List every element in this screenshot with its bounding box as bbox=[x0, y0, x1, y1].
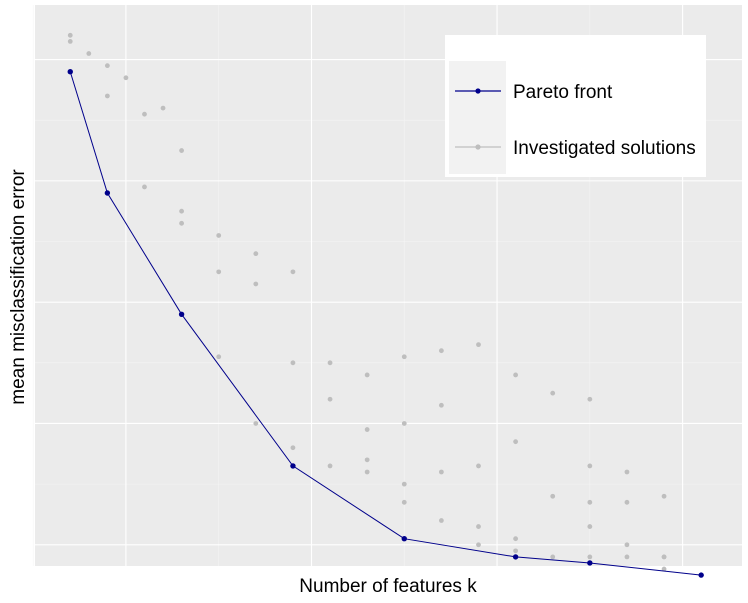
investigated-point bbox=[476, 463, 481, 469]
investigated-point bbox=[401, 421, 407, 426]
investigated-point bbox=[364, 427, 370, 432]
investigated-point bbox=[661, 566, 667, 572]
investigated-point bbox=[513, 548, 519, 554]
legend-key-pareto-point bbox=[475, 88, 481, 94]
pareto-point bbox=[401, 536, 407, 542]
investigated-point bbox=[550, 390, 556, 396]
investigated-point bbox=[253, 421, 259, 426]
investigated-point bbox=[327, 396, 333, 402]
legend-label-investigated: Investigated solutions bbox=[513, 138, 696, 159]
pareto-front-points bbox=[67, 69, 704, 578]
investigated-point bbox=[476, 524, 481, 529]
pareto-point bbox=[698, 572, 704, 578]
investigated-point bbox=[438, 469, 444, 475]
investigated-point bbox=[476, 542, 481, 548]
investigated-point bbox=[401, 499, 407, 505]
investigated-point bbox=[364, 372, 370, 378]
investigated-point bbox=[624, 554, 630, 560]
investigated-point bbox=[160, 105, 166, 111]
investigated-point bbox=[587, 524, 593, 529]
investigated-point bbox=[104, 93, 110, 99]
pareto-point bbox=[104, 190, 111, 196]
pareto-point bbox=[67, 69, 73, 75]
investigated-point bbox=[513, 536, 519, 542]
pareto-front-line-group bbox=[69, 71, 702, 576]
investigated-point bbox=[624, 469, 630, 475]
investigated-point bbox=[67, 38, 73, 44]
investigated-point bbox=[476, 342, 481, 348]
investigated-point bbox=[624, 499, 630, 505]
investigated-point bbox=[364, 469, 370, 475]
investigated-point bbox=[327, 463, 333, 469]
legend-label-pareto: Pareto front bbox=[513, 82, 613, 103]
investigated-point bbox=[513, 372, 519, 378]
investigated-point bbox=[364, 457, 370, 463]
investigated-point bbox=[179, 148, 184, 153]
pareto-point bbox=[587, 560, 593, 566]
investigated-point bbox=[661, 493, 667, 499]
y-axis-title: mean misclassification error bbox=[8, 169, 29, 405]
investigated-point bbox=[587, 463, 593, 469]
investigated-point bbox=[438, 402, 444, 408]
investigated-point bbox=[216, 233, 222, 238]
investigated-point bbox=[67, 32, 73, 38]
investigated-point bbox=[550, 493, 556, 499]
investigated-point bbox=[624, 542, 630, 548]
investigated-point bbox=[142, 184, 147, 190]
investigated-point bbox=[290, 269, 296, 275]
investigated-point bbox=[290, 445, 296, 451]
pareto-point bbox=[512, 554, 519, 560]
investigated-point bbox=[86, 51, 92, 56]
investigated-point bbox=[327, 360, 333, 366]
investigated-point bbox=[513, 439, 519, 445]
investigated-point bbox=[290, 360, 296, 366]
investigated-point bbox=[401, 354, 407, 360]
legend: Pareto front Investigated solutions bbox=[445, 35, 706, 177]
investigated-point bbox=[253, 251, 259, 257]
investigated-point bbox=[661, 554, 667, 560]
investigated-point bbox=[587, 396, 593, 402]
investigated-point bbox=[216, 354, 222, 360]
investigated-point bbox=[438, 348, 444, 354]
investigated-point bbox=[253, 281, 259, 287]
investigated-point bbox=[401, 481, 407, 487]
investigated-point bbox=[216, 269, 222, 275]
investigated-points bbox=[67, 32, 667, 572]
legend-key-background bbox=[449, 61, 506, 174]
investigated-point bbox=[104, 63, 110, 69]
legend-key-investigated-point bbox=[475, 144, 481, 150]
investigated-point bbox=[587, 499, 593, 505]
investigated-point bbox=[142, 111, 147, 117]
pareto-point bbox=[290, 463, 296, 469]
x-axis-title: Number of features k bbox=[299, 576, 477, 597]
pareto-point bbox=[178, 311, 185, 318]
investigated-point bbox=[438, 518, 444, 523]
investigated-point bbox=[550, 554, 556, 560]
investigated-point bbox=[179, 220, 184, 226]
pareto-front-line bbox=[69, 71, 702, 576]
investigated-point bbox=[587, 554, 593, 560]
investigated-point bbox=[123, 75, 129, 81]
investigated-point bbox=[179, 208, 184, 214]
